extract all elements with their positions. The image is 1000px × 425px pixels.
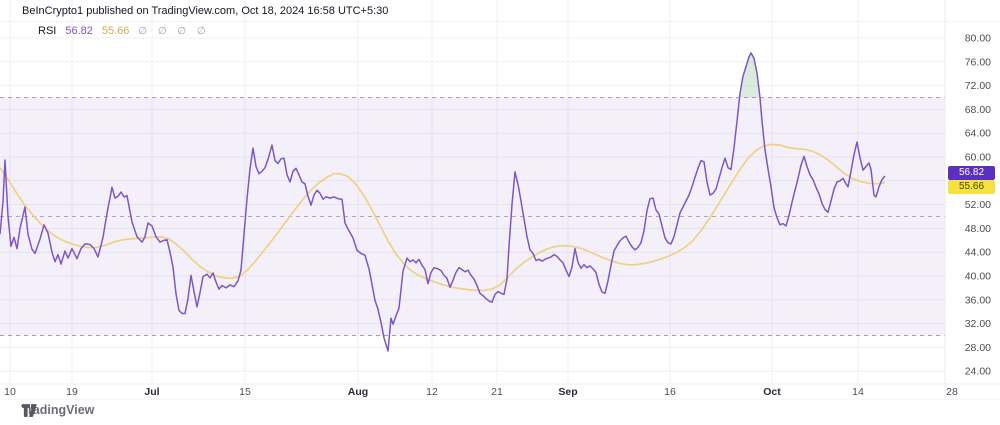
- svg-text:28: 28: [946, 386, 958, 398]
- svg-text:36.00: 36.00: [965, 294, 991, 306]
- svg-text:48.00: 48.00: [965, 223, 991, 235]
- svg-text:Aug: Aug: [348, 386, 368, 398]
- legend-rsi-value: 56.82: [65, 25, 93, 37]
- time-scale[interactable]: 10 19 Jul 15 Aug 12 21 Sep 16 Oct 14 28: [4, 386, 958, 398]
- svg-text:Sep: Sep: [558, 386, 577, 398]
- price-scale[interactable]: 80.00 76.00 72.00 68.00 64.00 60.00 52.00 48.00…: [965, 33, 991, 378]
- svg-text:16: 16: [664, 386, 676, 398]
- svg-text:68.00: 68.00: [965, 104, 991, 116]
- svg-text:72.00: 72.00: [965, 80, 991, 92]
- tradingview-attribution[interactable]: TradingView: [21, 403, 94, 417]
- ma-line: [0, 143, 886, 292]
- rsi-band: [0, 97, 945, 336]
- rsi-line: [0, 52, 886, 352]
- svg-text:21: 21: [491, 386, 503, 398]
- svg-text:15: 15: [239, 386, 251, 398]
- indicator-name: RSI: [38, 25, 57, 37]
- legend-empty-values: ∅ ∅ ∅ ∅: [138, 25, 210, 37]
- attribution-text: BeInCrypto1 published on TradingView.com…: [22, 5, 389, 17]
- gridlines: [0, 0, 945, 384]
- svg-text:Jul: Jul: [144, 386, 159, 398]
- ma-last-value-badge: 55.66: [948, 180, 995, 194]
- svg-text:14: 14: [852, 386, 864, 398]
- svg-text:28.00: 28.00: [965, 342, 991, 354]
- tradingview-logo-text: TradingView: [21, 403, 95, 417]
- svg-text:19: 19: [66, 386, 78, 398]
- svg-text:12: 12: [426, 386, 438, 398]
- svg-text:64.00: 64.00: [965, 128, 991, 140]
- svg-text:44.00: 44.00: [965, 247, 991, 259]
- rsi-last-value-badge: 56.82: [948, 166, 995, 180]
- svg-text:32.00: 32.00: [965, 318, 991, 330]
- svg-text:10: 10: [4, 386, 16, 398]
- header-divider: [0, 21, 1000, 22]
- svg-text:80.00: 80.00: [965, 33, 991, 45]
- tradingview-logo-icon: [22, 404, 37, 417]
- svg-text:76.00: 76.00: [965, 56, 991, 68]
- indicator-legend: RSI 56.82 55.66 ∅ ∅ ∅ ∅: [38, 25, 210, 37]
- rsi-chart-plot[interactable]: 80.00 76.00 72.00 68.00 64.00 60.00 52.00 48.00…: [0, 0, 1000, 400]
- svg-text:52.00: 52.00: [965, 199, 991, 211]
- svg-text:24.00: 24.00: [965, 366, 991, 378]
- svg-text:40.00: 40.00: [965, 271, 991, 283]
- legend-ma-value: 55.66: [101, 25, 130, 37]
- svg-text:Oct: Oct: [763, 386, 781, 398]
- svg-text:60.00: 60.00: [965, 152, 991, 164]
